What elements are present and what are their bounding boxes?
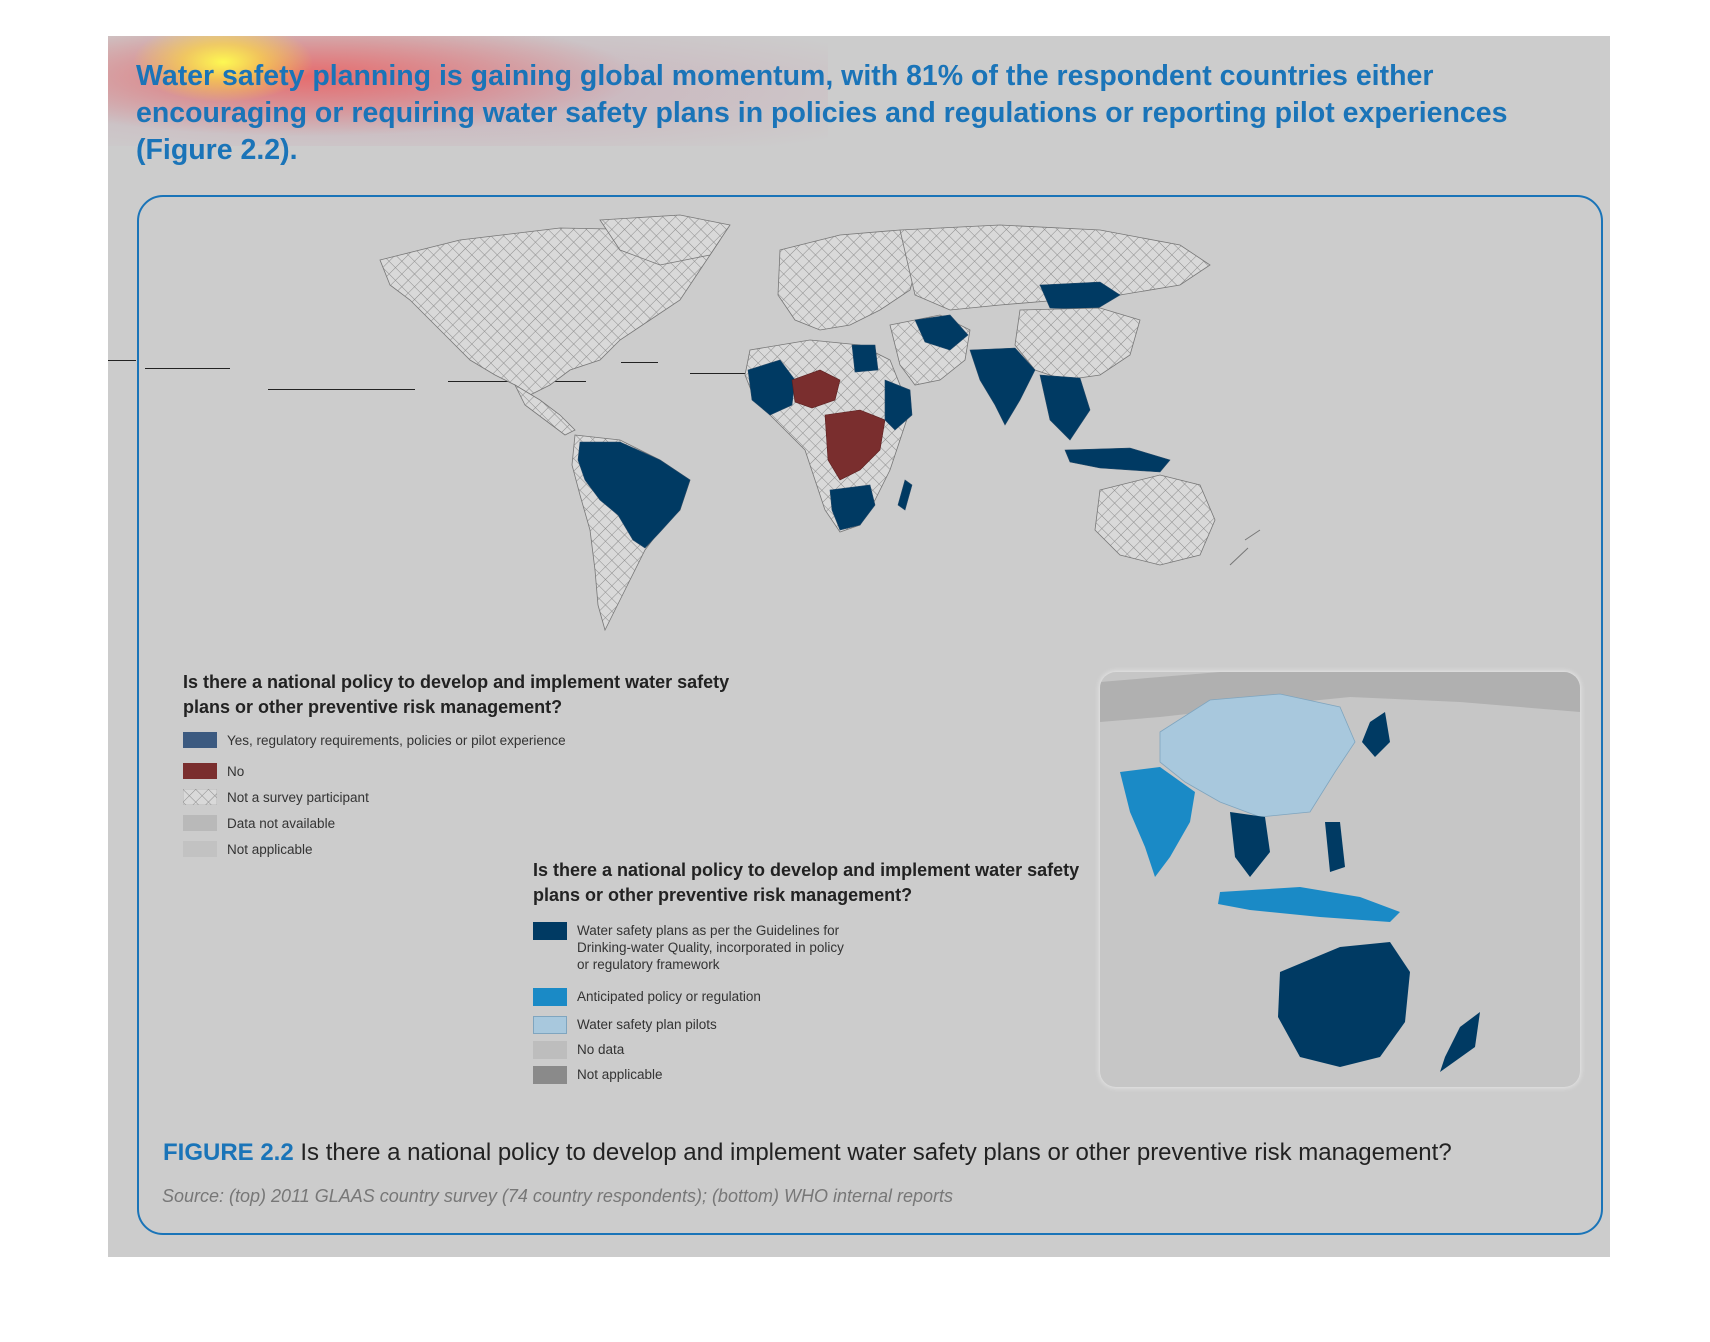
east-africa-region [884,379,913,431]
asia-pacific-inset-map [1100,672,1580,1087]
legend-label: Water safety plan pilots [577,1017,717,1032]
legend-label: Not applicable [577,1067,663,1082]
new-zealand-region [1229,529,1261,566]
swatch-yes [183,732,217,748]
legend-label: No [227,764,245,779]
inset-svg [1100,672,1580,1072]
inset-indonesia-region [1218,887,1400,922]
west-africa-region [747,359,796,416]
figure-label: FIGURE 2.2 [163,1139,294,1166]
legend-top-item: Yes, regulatory requirements, policies o… [183,732,566,749]
annotation-rule [621,362,658,363]
brazil-region [577,441,691,549]
legend-top-item: No [183,763,244,780]
europe-region [777,229,921,331]
headline-text: Water safety planning is gaining global … [136,60,1508,166]
inset-new-zealand-region [1440,1012,1480,1072]
figure-source: Source: (top) 2011 GLAAS country survey … [162,1186,954,1206]
legend-bottom-title: Is there a national policy to develop an… [533,860,1080,905]
legend-bottom-item: Water safety plans as per the Guidelines… [533,922,873,973]
mongolia-region [1039,281,1121,311]
madagascar-region [897,479,913,511]
southern-africa-region [829,484,876,531]
swatch-hatched [183,789,217,805]
annotation-rule [108,360,136,361]
middle-east-yes-region [914,314,969,351]
legend-top-item: Not a survey participant [183,789,369,806]
legend-bottom-item: Water safety plan pilots [533,1016,717,1034]
annotation-rule [145,368,230,369]
sahel-region [791,369,841,409]
legend-top-title: Is there a national policy to develop an… [183,672,730,717]
swatch-wsp-guidelines [533,922,567,940]
legend-bottom-item: Not applicable [533,1066,663,1084]
world-map [379,214,1261,632]
inset-india-region [1120,767,1195,877]
figure-caption: FIGURE 2.2 Is there a national policy to… [163,1139,1452,1167]
legend-bottom-item: Anticipated policy or regulation [533,988,761,1006]
indonesia-region [1064,447,1171,473]
swatch-no [183,763,217,779]
swatch-no-data [533,1041,567,1059]
legend-label: Not applicable [227,842,313,857]
figure-frame [137,195,1603,1235]
legend-bottom-item: No data [533,1041,624,1059]
legend-label: Not a survey participant [227,790,369,805]
inset-southeast-asia-region [1230,812,1270,877]
legend-label: Anticipated policy or regulation [577,989,761,1004]
swatch-not-applicable-dark [533,1066,567,1084]
central-africa-region [824,409,886,481]
figure-caption-text: Is there a national policy to develop an… [293,1139,1452,1166]
china-region [1014,307,1141,381]
swatch-pilots [533,1016,567,1034]
russia-region [899,224,1211,311]
inset-australia-region [1278,942,1410,1067]
legend-top-item: Not applicable [183,841,313,858]
australia-region [1094,474,1216,566]
inset-china-region [1159,693,1356,818]
south-asia-region [969,347,1036,426]
greenland-region [599,214,731,266]
swatch-not-applicable [183,841,217,857]
legend-label: No data [577,1042,625,1057]
inset-philippines-region [1325,822,1345,872]
swatch-data-not-available [183,815,217,831]
legend-label: Water safety plans as per the Guidelines… [577,923,844,972]
legend-label: Yes, regulatory requirements, policies o… [227,733,566,748]
legend-label: Data not available [227,816,336,831]
inset-japan-region [1362,712,1390,757]
egypt-region [851,344,879,373]
annotation-rule [268,389,415,390]
southeast-asia-region [1039,374,1091,441]
legend-top-item: Data not available [183,815,335,832]
central-america-region [514,383,576,436]
swatch-anticipated [533,988,567,1006]
